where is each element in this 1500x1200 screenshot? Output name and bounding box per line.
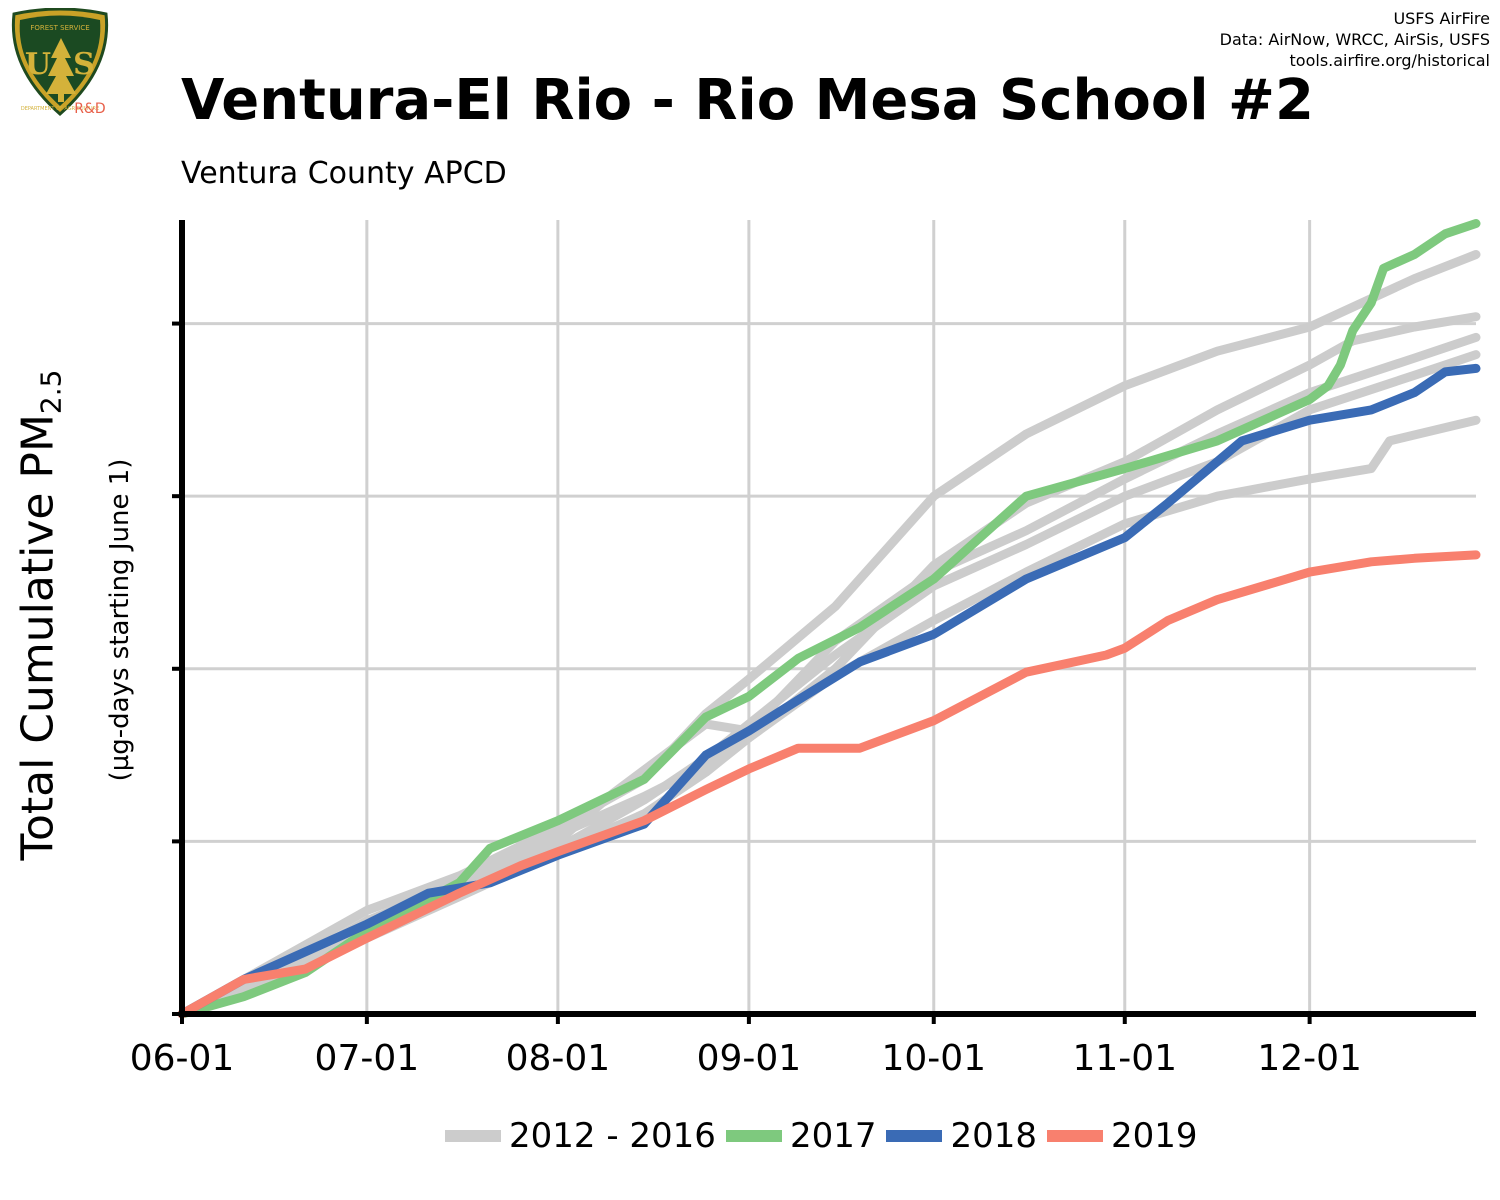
legend-swatch (886, 1130, 943, 1142)
series-line-y2018 (177, 363, 1481, 1019)
legend-swatch (445, 1130, 501, 1142)
legend-label: 2019 (1111, 1116, 1198, 1156)
legend-swatch (1047, 1130, 1104, 1142)
logo-letter-right: S (73, 47, 95, 82)
legend: 2012 - 2016 2017 2018 2019 (445, 1114, 1208, 1158)
chart-subtitle: Ventura County APCD (181, 156, 507, 191)
legend-label: 2017 (789, 1116, 877, 1156)
series-line-y2019 (177, 550, 1481, 1019)
legend-swatch (725, 1130, 782, 1142)
series-line-y2017 (177, 219, 1481, 1019)
credit-line: tools.airfire.org/historical (1289, 51, 1490, 70)
logo-letter-left: U (25, 47, 51, 82)
series-lines (177, 219, 1481, 1019)
legend-item-2019: 2019 (1047, 1116, 1198, 1156)
legend-item-historical: 2012 - 2016 (445, 1116, 716, 1156)
data-credits: USFS AirFire Data: AirNow, WRCC, AirSis,… (1220, 8, 1490, 71)
chart-title: Ventura-El Rio - Rio Mesa School #2 (181, 68, 1314, 133)
credit-line: Data: AirNow, WRCC, AirSis, USFS (1219, 30, 1490, 49)
legend-label: 2012 - 2016 (509, 1116, 716, 1156)
usfs-logo: U S FOREST SERVICE DEPARTMENT OF AGRICUL… (11, 8, 109, 117)
pine-tree-icon (46, 38, 76, 94)
x-tick-label: 08-01 (506, 1038, 611, 1079)
logo-text-bottom: DEPARTMENT OF AGRICULTURE (21, 106, 99, 112)
series-line-historical (177, 250, 1481, 1019)
x-tick-label: 07-01 (315, 1038, 420, 1079)
x-tick-label: 09-01 (697, 1038, 802, 1079)
logo-text-top: FOREST SERVICE (30, 24, 89, 32)
axes: 06-01 07-01 08-01 09-01 10-01 11-01 12-01 (130, 220, 1476, 1079)
legend-item-2018: 2018 (886, 1116, 1037, 1156)
x-tick-label: 06-01 (130, 1038, 235, 1079)
x-tick-label: 12-01 (1257, 1038, 1362, 1079)
x-tick-label: 11-01 (1072, 1038, 1177, 1079)
logo-rd-badge: R&D (74, 101, 105, 117)
legend-label: 2018 (950, 1116, 1038, 1156)
legend-item-2017: 2017 (725, 1116, 877, 1156)
x-tick-label: 10-01 (881, 1038, 986, 1079)
credit-line: USFS AirFire (1393, 9, 1490, 28)
